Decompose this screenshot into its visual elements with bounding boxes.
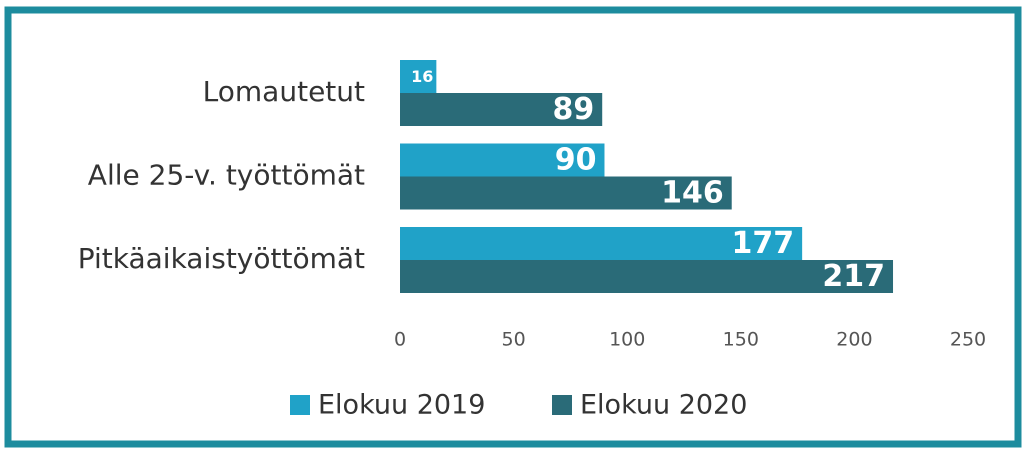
data-label: 177	[732, 226, 795, 261]
data-label: 146	[661, 176, 724, 211]
data-label: 16	[411, 67, 433, 86]
legend-swatch	[552, 395, 572, 415]
legend-label: Elokuu 2020	[580, 390, 747, 421]
data-label: 217	[822, 259, 885, 294]
bar	[400, 60, 437, 93]
x-tick-label: 50	[502, 329, 526, 351]
x-tick-label: 200	[836, 329, 872, 351]
bar	[400, 227, 803, 260]
bar	[400, 143, 605, 177]
data-label: 89	[552, 92, 594, 127]
category-label: Pitkäaikaistyöttömät	[78, 242, 365, 275]
x-tick-label: 0	[394, 329, 406, 351]
category-label: Alle 25-v. työttömät	[88, 159, 365, 192]
category-label: Lomautetut	[203, 75, 365, 108]
bar	[400, 260, 894, 293]
legend-label: Elokuu 2019	[318, 390, 485, 421]
x-tick-label: 100	[609, 329, 645, 351]
bar	[400, 93, 603, 126]
x-tick-label: 250	[950, 329, 986, 351]
data-label: 90	[555, 143, 597, 178]
bar	[400, 176, 732, 210]
legend-swatch	[290, 395, 310, 415]
x-tick-label: 150	[723, 329, 759, 351]
